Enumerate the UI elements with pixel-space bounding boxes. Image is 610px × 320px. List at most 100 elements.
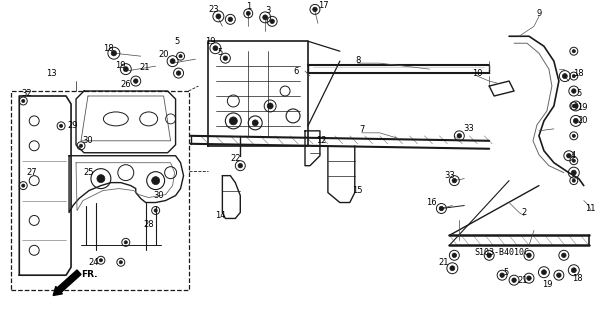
- Circle shape: [99, 259, 102, 262]
- Circle shape: [572, 104, 575, 108]
- Text: 18: 18: [572, 274, 583, 283]
- Circle shape: [527, 276, 531, 280]
- Circle shape: [111, 51, 117, 56]
- Text: 15: 15: [353, 186, 363, 195]
- Circle shape: [253, 120, 258, 126]
- Circle shape: [170, 59, 175, 64]
- Circle shape: [527, 253, 531, 258]
- Text: FR.: FR.: [81, 270, 97, 279]
- Circle shape: [60, 124, 63, 127]
- Text: 26: 26: [121, 80, 131, 89]
- Text: 21: 21: [140, 63, 150, 72]
- Circle shape: [134, 79, 138, 83]
- Circle shape: [439, 206, 443, 211]
- Circle shape: [229, 117, 237, 125]
- Circle shape: [97, 175, 105, 183]
- Text: 19: 19: [205, 37, 216, 46]
- Circle shape: [452, 253, 456, 258]
- Circle shape: [223, 56, 228, 60]
- Text: 16: 16: [426, 198, 437, 207]
- Circle shape: [572, 75, 575, 78]
- Text: 14: 14: [215, 211, 226, 220]
- Circle shape: [124, 241, 127, 244]
- Circle shape: [562, 74, 567, 78]
- Circle shape: [567, 154, 571, 158]
- Text: 8: 8: [355, 56, 361, 65]
- Text: 2: 2: [522, 208, 526, 217]
- Circle shape: [557, 273, 561, 277]
- Text: 33: 33: [463, 124, 473, 133]
- Text: 5: 5: [174, 37, 179, 46]
- Text: 30: 30: [153, 191, 164, 200]
- Text: 21: 21: [438, 258, 448, 267]
- Circle shape: [313, 7, 317, 12]
- Text: 18: 18: [104, 44, 114, 53]
- Circle shape: [562, 253, 566, 258]
- Circle shape: [572, 268, 576, 273]
- Text: 24: 24: [88, 258, 99, 267]
- Text: 5: 5: [503, 268, 509, 277]
- Circle shape: [450, 266, 455, 271]
- Circle shape: [154, 209, 157, 212]
- Circle shape: [176, 71, 181, 75]
- Text: 19: 19: [578, 103, 588, 112]
- Text: 20: 20: [578, 116, 588, 125]
- Text: 25: 25: [84, 168, 94, 177]
- Circle shape: [123, 67, 128, 72]
- Text: 10: 10: [472, 68, 483, 78]
- FancyArrow shape: [53, 270, 81, 295]
- Text: 3: 3: [265, 6, 271, 15]
- Circle shape: [152, 177, 160, 185]
- Text: 4: 4: [570, 151, 575, 160]
- Text: 12: 12: [316, 136, 326, 145]
- Circle shape: [246, 11, 250, 15]
- Circle shape: [213, 46, 218, 51]
- Circle shape: [22, 100, 25, 103]
- Circle shape: [572, 89, 576, 93]
- Text: 23: 23: [208, 5, 219, 14]
- Text: 19: 19: [542, 280, 552, 289]
- Text: 9: 9: [536, 9, 542, 18]
- Text: 7: 7: [359, 125, 364, 134]
- Circle shape: [263, 15, 268, 20]
- Text: 30: 30: [82, 136, 93, 145]
- Text: 32: 32: [21, 89, 32, 98]
- Circle shape: [572, 159, 575, 162]
- Circle shape: [572, 170, 576, 175]
- Circle shape: [500, 273, 504, 277]
- Circle shape: [452, 178, 456, 183]
- Circle shape: [22, 184, 25, 187]
- Text: 22: 22: [230, 154, 240, 163]
- Circle shape: [542, 270, 547, 275]
- Text: 18: 18: [573, 68, 584, 78]
- Text: 28: 28: [143, 220, 154, 229]
- Circle shape: [573, 118, 578, 123]
- Circle shape: [512, 278, 516, 283]
- Text: 1: 1: [246, 2, 251, 11]
- Circle shape: [119, 261, 123, 264]
- Text: 29: 29: [68, 121, 78, 130]
- Circle shape: [267, 103, 273, 109]
- Circle shape: [457, 133, 462, 138]
- Circle shape: [79, 144, 82, 148]
- Text: 11: 11: [586, 204, 596, 213]
- Circle shape: [216, 14, 221, 19]
- Text: 27: 27: [26, 168, 37, 177]
- Circle shape: [270, 19, 274, 24]
- Circle shape: [573, 104, 578, 108]
- Text: S103-B4010C: S103-B4010C: [475, 248, 529, 257]
- Circle shape: [238, 164, 243, 168]
- Circle shape: [228, 17, 232, 21]
- Circle shape: [487, 253, 492, 258]
- Circle shape: [572, 50, 575, 53]
- Text: 13: 13: [46, 68, 57, 78]
- Text: 33: 33: [444, 171, 454, 180]
- Text: 5: 5: [576, 89, 581, 98]
- Text: 19: 19: [115, 60, 126, 70]
- Circle shape: [179, 55, 182, 58]
- Text: 21: 21: [518, 276, 528, 285]
- Text: 6: 6: [293, 67, 299, 76]
- Text: 5: 5: [218, 48, 223, 57]
- Circle shape: [572, 179, 575, 182]
- Text: 20: 20: [159, 50, 169, 59]
